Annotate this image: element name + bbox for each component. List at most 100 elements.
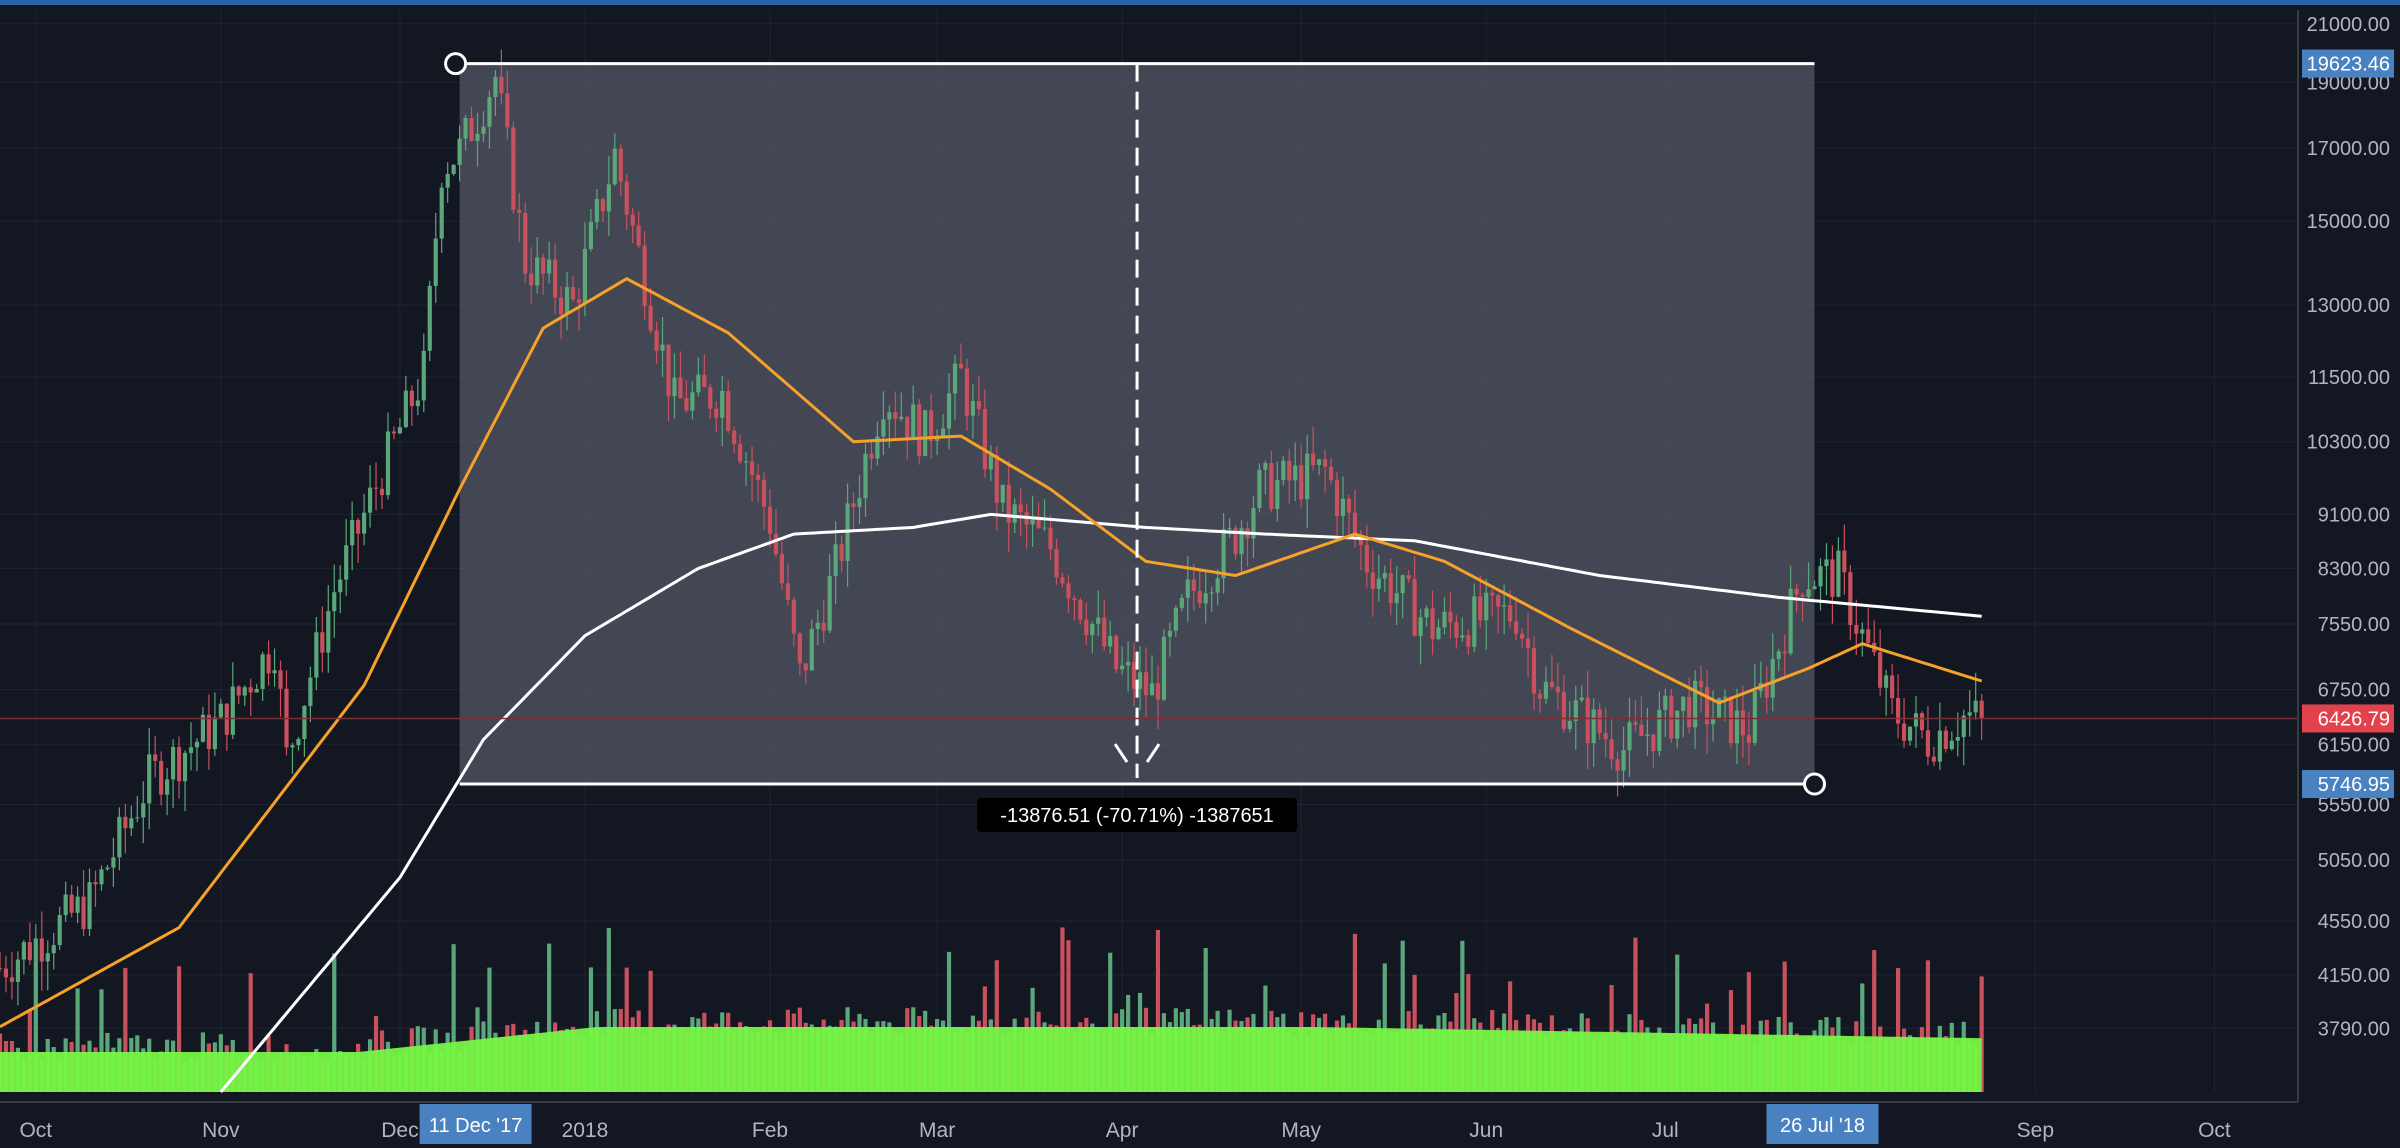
candle-body (1197, 590, 1202, 604)
candle-body (887, 412, 892, 420)
candle-body (624, 181, 629, 215)
candle-body (1364, 544, 1369, 573)
candle-body (1484, 592, 1489, 621)
candle-body (1657, 709, 1662, 751)
candle-body (236, 686, 241, 696)
candle-body (881, 419, 886, 437)
candle-body (1937, 730, 1942, 762)
candle-body (391, 431, 397, 434)
candle-body (1645, 734, 1650, 736)
candle-body (230, 686, 235, 735)
candle-body (403, 390, 408, 428)
candle-body (1752, 691, 1757, 743)
candle-body (946, 393, 952, 429)
candle-body (194, 741, 200, 748)
candle-body (439, 187, 444, 239)
candle-body (1591, 709, 1596, 744)
candle-body (1030, 519, 1035, 525)
candle-body (576, 299, 582, 303)
candle-body (367, 487, 373, 513)
volume-bar (1895, 968, 1901, 1092)
volume-ma-area (0, 1027, 1982, 1092)
end-date-badge-bg (1766, 1104, 1879, 1144)
volume-bar (946, 951, 952, 1092)
x-tick-label: May (1281, 1119, 1321, 1142)
moving-averages (0, 276, 1983, 1093)
candle-body (1317, 459, 1322, 465)
candle-body (1794, 588, 1799, 595)
candle-body (958, 363, 964, 369)
candle-body (1012, 504, 1017, 523)
x-tick-label: 2018 (562, 1119, 609, 1142)
candle-body (1287, 460, 1292, 481)
candle-body (1394, 593, 1399, 604)
candle-body (1137, 672, 1143, 689)
candle-body (266, 654, 271, 674)
candle-body (1704, 687, 1710, 725)
candle-body (564, 287, 570, 315)
candle-body (1293, 465, 1298, 481)
candle-body (320, 632, 325, 653)
candle-body (964, 368, 970, 416)
low-price-badge: 5746.95 (2318, 774, 2390, 796)
volume-bar (1060, 927, 1065, 1092)
measure-label-bg (977, 798, 1298, 833)
x-tick-label: Jun (1469, 1119, 1503, 1142)
candle-body (1251, 508, 1256, 539)
candle-body (1299, 465, 1304, 500)
candle-body (791, 599, 796, 634)
candle-body (1269, 463, 1274, 510)
candle-body (1818, 566, 1823, 587)
candle-body (690, 392, 695, 411)
candle-body (296, 739, 301, 746)
candle-body (1931, 756, 1936, 762)
candle-body (182, 752, 188, 782)
candle-body (744, 461, 749, 463)
candle-body (457, 138, 462, 165)
candle-body (1722, 696, 1728, 699)
candle-body (1108, 636, 1113, 647)
candle-body (206, 714, 211, 750)
candle-body (1221, 529, 1226, 579)
range-start-handle (444, 52, 468, 76)
candle-body (1257, 469, 1262, 509)
candle-body (409, 390, 414, 407)
candle-body (1114, 636, 1119, 670)
candle-body (582, 248, 588, 303)
candle-body (1149, 683, 1155, 696)
x-tick-label: Oct (19, 1119, 52, 1142)
candle-body (1531, 648, 1537, 694)
candle-body (1555, 686, 1560, 693)
volume-bar (27, 1009, 32, 1092)
candle-body (1036, 519, 1041, 528)
candle-body (988, 455, 993, 470)
range-end-handle (1803, 772, 1827, 796)
candle-body (1084, 619, 1089, 636)
candle-body (935, 436, 940, 441)
measure-label: -13876.51 (-70.71%) -1387651 (1000, 805, 1274, 827)
candle-body (135, 817, 140, 819)
y-tick-label: 6750.00 (2318, 680, 2390, 702)
candle-body (1633, 722, 1638, 725)
candle-body (923, 410, 928, 456)
candle-body (1090, 623, 1095, 636)
y-tick-label: 5050.00 (2318, 850, 2390, 872)
candle-body (875, 436, 880, 459)
y-tick-label: 21000.00 (2307, 14, 2390, 36)
candle-body (899, 416, 904, 419)
candle-body (397, 427, 403, 434)
y-tick-label: 8300.00 (2318, 558, 2390, 580)
candle-body (475, 133, 480, 142)
candle-body (1448, 611, 1453, 623)
y-tick-label: 3790.00 (2318, 1018, 2390, 1040)
candle-body (176, 747, 182, 782)
y-tick-label: 15000.00 (2307, 211, 2390, 233)
candle-body (1782, 651, 1787, 654)
volume-bar (33, 960, 38, 1092)
candle-body (893, 412, 898, 419)
candle-body (1710, 717, 1716, 725)
candle-body (1167, 630, 1172, 637)
candle-body (0, 968, 3, 970)
volume-bar (1382, 963, 1387, 1092)
candle-body (1973, 700, 1978, 713)
